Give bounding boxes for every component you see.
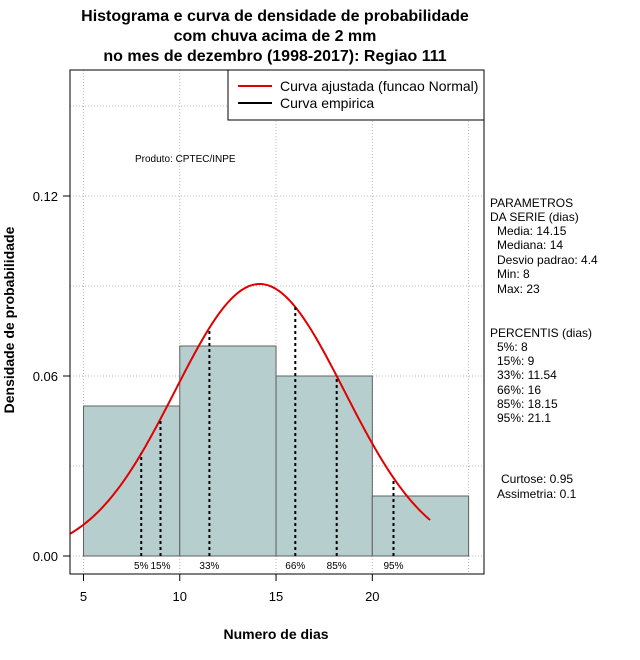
histogram-bars <box>82 345 470 557</box>
percentile-label: 15% <box>150 561 170 572</box>
parametros-item: Media: 14.15 <box>497 224 567 238</box>
percentile-label: 95% <box>383 561 403 572</box>
percentis-item: 15%: 9 <box>497 354 535 368</box>
legend: Curva ajustada (funcao Normal) Curva emp… <box>227 69 485 121</box>
percentile-label: 33% <box>199 561 219 572</box>
x-tick-label: 10 <box>173 589 187 604</box>
percentile-label: 85% <box>327 561 347 572</box>
parametros-item: Desvio padrao: 4.4 <box>497 253 598 267</box>
histogram-bar <box>371 495 470 557</box>
percentile-labels: 5% 15% 33% 66% 85% 95% <box>134 561 404 572</box>
percentis-header: PERCENTIS (dias) <box>490 326 592 340</box>
x-axis: 5 10 15 20 <box>80 573 380 604</box>
percentile-lines <box>140 307 395 556</box>
parametros-item: Max: 23 <box>497 282 540 296</box>
shape-stats-panel: Curtose: 0.95 Assimetria: 0.1 <box>497 472 577 501</box>
y-tick-label: 0.06 <box>33 369 58 384</box>
y-tick-label: 0.00 <box>33 549 58 564</box>
parametros-panel: PARAMETROS DA SERIE (dias) Media: 14.15 … <box>490 196 598 296</box>
y-axis: 0.00 0.06 0.12 <box>33 189 71 564</box>
percentis-item: 33%: 11.54 <box>497 368 557 382</box>
x-tick-label: 15 <box>269 589 283 604</box>
title-line-1: Histograma e curva de densidade de proba… <box>81 8 469 25</box>
histogram-bar <box>82 405 181 557</box>
y-axis-label: Densidade de probabilidade <box>1 226 17 413</box>
legend-label-fitted: Curva ajustada (funcao Normal) <box>280 78 478 94</box>
curtose-value: Curtose: 0.95 <box>501 472 573 486</box>
parametros-header-1: PARAMETROS <box>490 196 573 210</box>
percentis-item: 5%: 8 <box>497 340 528 354</box>
histogram-bar <box>179 345 277 557</box>
assimetria-value: Assimetria: 0.1 <box>497 487 577 501</box>
legend-box <box>227 69 485 121</box>
legend-label-empirical: Curva empirica <box>280 95 374 111</box>
x-axis-label: Numero de dias <box>223 626 328 642</box>
title-line-2: com chuva acima de 2 mm <box>174 28 377 45</box>
fitted-normal-curve <box>69 282 431 535</box>
product-credit: Produto: CPTEC/INPE <box>135 154 236 165</box>
histogram-bar <box>275 375 373 557</box>
chart-title: Histograma e curva de densidade de proba… <box>81 8 469 65</box>
percentile-label: 66% <box>285 561 305 572</box>
percentis-item: 66%: 16 <box>497 383 541 397</box>
percentis-panel: PERCENTIS (dias) 5%: 8 15%: 9 33%: 11.54… <box>490 326 592 425</box>
percentis-item: 95%: 21.1 <box>497 411 551 425</box>
x-tick-label: 20 <box>365 589 379 604</box>
parametros-item: Mediana: 14 <box>497 238 563 252</box>
x-tick-label: 5 <box>80 589 87 604</box>
percentile-label: 5% <box>134 561 149 572</box>
parametros-header-2: DA SERIE (dias) <box>490 210 579 224</box>
percentis-item: 85%: 18.15 <box>497 397 558 411</box>
parametros-item: Min: 8 <box>497 267 530 281</box>
fitted-curve-layer <box>69 282 431 535</box>
title-line-3: no mes de dezembro (1998-2017): Regiao 1… <box>103 48 446 65</box>
y-tick-label: 0.12 <box>33 189 58 204</box>
